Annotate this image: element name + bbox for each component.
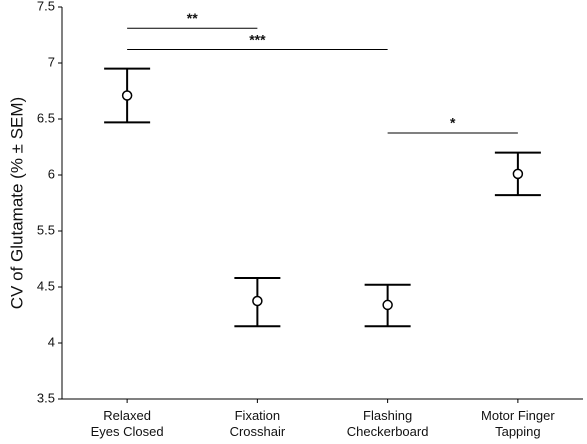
x-tick-label: Fixation Crosshair bbox=[230, 408, 286, 439]
mean-marker bbox=[252, 295, 263, 307]
x-tick-label: Relaxed Eyes Closed bbox=[91, 408, 164, 439]
significance-label: * bbox=[450, 115, 456, 131]
x-tick-label: Flashing Checkerboard bbox=[347, 408, 429, 439]
y-tick-label: 3.5 bbox=[37, 390, 55, 405]
x-tick-label-line: Relaxed bbox=[103, 408, 151, 423]
x-tick-label-line: Flashing bbox=[363, 408, 412, 423]
y-tick-label: 6 bbox=[48, 166, 55, 181]
significance-label: ** bbox=[187, 10, 198, 26]
y-tick-label: 6.5 bbox=[37, 110, 55, 125]
y-tick-label: 4.5 bbox=[37, 278, 55, 293]
x-tick-label-line: Motor Finger bbox=[481, 408, 555, 423]
y-tick-label: 5.5 bbox=[37, 222, 55, 237]
mean-marker bbox=[382, 299, 393, 311]
x-tick-label-line: Fixation bbox=[235, 408, 281, 423]
mean-marker bbox=[121, 90, 133, 101]
y-tick-label: 4 bbox=[48, 334, 55, 349]
y-tick-label: 7.5 bbox=[37, 0, 55, 13]
mean-marker bbox=[512, 168, 524, 180]
significance-label: *** bbox=[249, 31, 266, 47]
x-tick-label-line: Crosshair bbox=[230, 424, 286, 439]
x-tick-label-line: Tapping bbox=[495, 424, 541, 439]
y-axis-label: CV of Glutamate (% ± SEM) bbox=[7, 97, 26, 309]
x-tick-label-line: Checkerboard bbox=[347, 424, 429, 439]
x-tick-label: Motor Finger Tapping bbox=[481, 408, 555, 439]
x-tick-label-line: Eyes Closed bbox=[91, 424, 164, 439]
y-tick-label: 7 bbox=[48, 54, 55, 69]
